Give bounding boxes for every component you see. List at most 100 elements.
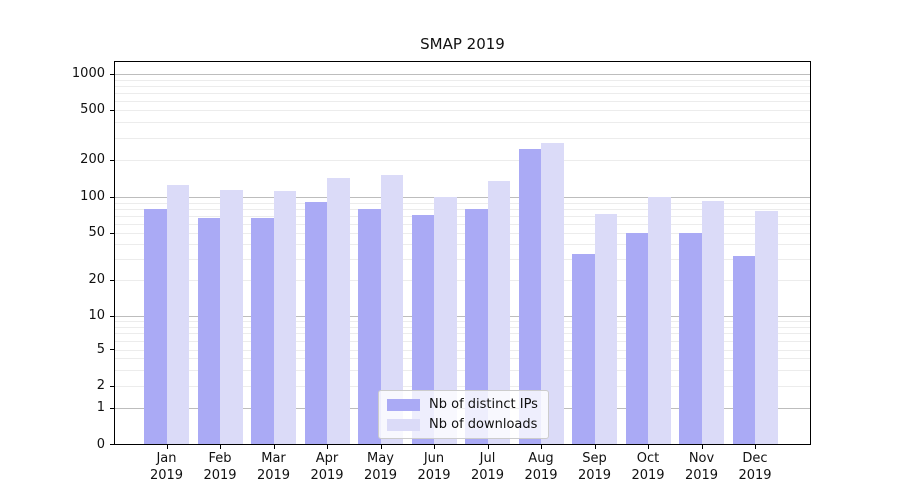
y-tick-500 (110, 109, 114, 111)
y-tick-1000 (110, 73, 114, 75)
y-tick-label-100: 100 (80, 189, 105, 204)
legend-item-distinct-ips: Nb of distinct IPs (387, 397, 538, 412)
gridline-1000 (115, 74, 810, 75)
gridline-30 (115, 259, 810, 261)
gridline-20 (115, 280, 810, 281)
gridline-60 (115, 223, 810, 225)
bar-nb-of-distinct-ips-apr (304, 201, 327, 445)
legend-swatch-distinct-ips (387, 398, 420, 411)
y-tick-label-200: 200 (80, 152, 105, 167)
x-tick-label-oct: Oct 2019 (631, 451, 665, 483)
x-tick-sep (594, 445, 596, 449)
legend-label-distinct-ips: Nb of distinct IPs (429, 397, 538, 412)
gridline-200 (115, 160, 810, 161)
bar-nb-of-distinct-ips-may (358, 208, 381, 445)
y-tick-label-10: 10 (88, 308, 105, 323)
gridline-300 (115, 137, 810, 139)
x-tick-label-jul: Jul 2019 (470, 451, 505, 483)
x-tick-label-jan: Jan 2019 (149, 451, 184, 483)
x-tick-feb (220, 445, 221, 449)
y-tick-10 (110, 315, 114, 317)
gridline-90 (115, 202, 810, 204)
x-tick-label-apr: Apr 2019 (310, 451, 344, 483)
y-tick-label-1: 1 (96, 400, 105, 415)
x-tick-nov (701, 445, 703, 449)
gridline-6 (115, 340, 810, 342)
bar-nb-of-distinct-ips-jun (411, 214, 434, 445)
x-tick-label-nov: Nov 2019 (684, 451, 719, 483)
y-tick-label-5: 5 (96, 341, 105, 357)
bar-nb-of-distinct-ips-jan (144, 208, 167, 445)
gridline-70 (115, 215, 810, 217)
x-tick-dec (755, 445, 756, 449)
legend-swatch-downloads (387, 418, 420, 431)
y-tick-label-2: 2 (96, 378, 105, 393)
gridline-5 (115, 349, 810, 351)
x-tick-oct (648, 445, 649, 449)
bar-nb-of-distinct-ips-sep (572, 254, 595, 445)
gridline-4 (115, 358, 810, 360)
gridline-500 (115, 110, 810, 111)
x-tick-label-mar: Mar 2019 (256, 451, 291, 483)
x-tick-jun (434, 445, 435, 449)
gridline-900 (115, 79, 810, 81)
x-tick-label-aug: Aug 2019 (524, 451, 558, 483)
gridline-40 (115, 244, 810, 246)
x-tick-jan (166, 445, 168, 449)
y-tick-1 (110, 407, 114, 409)
y-tick-label-0: 0 (96, 436, 105, 452)
gridline-2 (115, 386, 810, 387)
chart-title: SMAP 2019 (420, 35, 505, 53)
bar-nb-of-downloads-sep (594, 214, 617, 445)
bar-nb-of-downloads-nov (701, 201, 724, 445)
x-tick-label-may: May 2019 (363, 451, 398, 483)
x-tick-aug (541, 445, 542, 449)
x-tick-label-dec: Dec 2019 (738, 451, 772, 483)
gridline-80 (115, 208, 810, 210)
bar-nb-of-distinct-ips-oct (625, 233, 648, 445)
x-tick-mar (273, 445, 275, 449)
legend-label-downloads: Nb of downloads (429, 417, 538, 432)
gridline-700 (115, 92, 810, 94)
gridline-50 (115, 233, 810, 234)
bar-nb-of-downloads-jun (434, 197, 457, 445)
y-tick-label-50: 50 (88, 225, 105, 240)
bar-nb-of-distinct-ips-jul (465, 209, 488, 445)
x-tick-label-jun: Jun 2019 (417, 451, 451, 483)
bar-nb-of-downloads-may (380, 175, 403, 445)
bar-nb-of-downloads-jan (166, 185, 189, 445)
y-tick-50 (110, 232, 114, 234)
gridline-400 (115, 122, 810, 124)
x-tick-jul (487, 445, 489, 449)
y-tick-2 (110, 385, 114, 387)
bar-nb-of-distinct-ips-mar (251, 217, 274, 445)
x-tick-apr (327, 445, 328, 449)
x-tick-label-feb: Feb 2019 (203, 451, 237, 483)
bar-nb-of-downloads-aug (541, 142, 564, 445)
y-tick-100 (110, 196, 114, 198)
gridline-9 (115, 321, 810, 323)
gridline-8 (115, 326, 810, 328)
y-tick-label-20: 20 (88, 272, 105, 287)
bar-nb-of-downloads-oct (648, 197, 671, 445)
bar-nb-of-distinct-ips-feb (197, 217, 220, 445)
x-tick-label-sep: Sep 2019 (577, 451, 612, 483)
y-tick-label-500: 500 (80, 102, 105, 117)
bar-nb-of-downloads-feb (220, 189, 243, 445)
bar-nb-of-distinct-ips-nov (679, 233, 702, 445)
bar-nb-of-downloads-apr (327, 177, 350, 445)
gridline-10 (115, 316, 810, 317)
chart-legend: Nb of distinct IPs Nb of downloads (378, 390, 549, 439)
bar-nb-of-downloads-mar (273, 190, 296, 445)
y-tick-0 (110, 444, 114, 445)
gridline-7 (115, 333, 810, 335)
bar-nb-of-distinct-ips-dec (732, 255, 755, 445)
x-tick-may (380, 445, 382, 449)
gridline-800 (115, 85, 810, 87)
y-tick-200 (110, 159, 114, 161)
gridline-3 (115, 369, 810, 371)
bar-nb-of-downloads-jul (487, 181, 510, 445)
y-tick-label-1000: 1000 (71, 66, 105, 81)
y-tick-5 (110, 349, 114, 350)
